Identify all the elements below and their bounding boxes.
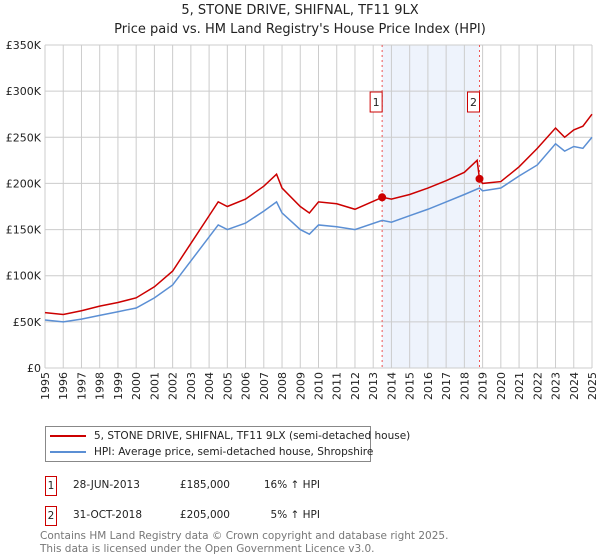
x-tick-label: 2015 <box>404 372 417 400</box>
x-tick-label: 2000 <box>130 372 143 400</box>
x-tick-label: 2021 <box>513 372 526 400</box>
x-tick-label: 2020 <box>495 372 508 400</box>
x-tick-label: 2007 <box>258 372 271 400</box>
chart-subtitle: Price paid vs. HM Land Registry's House … <box>114 22 486 37</box>
x-tick-label: 2002 <box>167 372 180 400</box>
y-tick-label: £200K <box>6 177 42 190</box>
x-tick-label: 2010 <box>313 372 326 400</box>
footer-line-1: Contains HM Land Registry data © Crown c… <box>40 530 449 542</box>
x-tick-label: 2004 <box>203 372 216 400</box>
sale-price: £185,000 <box>179 479 230 491</box>
x-tick-label: 2006 <box>240 372 253 400</box>
y-tick-label: £350K <box>6 39 42 52</box>
y-tick-label: £300K <box>6 85 42 98</box>
sale-date: 28-JUN-2013 <box>73 479 140 491</box>
sale-label: 2 <box>470 96 477 109</box>
sale-row-1: 1 28-JUN-2013 £185,000 16% ↑ HPI <box>45 476 345 496</box>
sale-date: 31-OCT-2018 <box>73 509 142 521</box>
x-tick-label: 2013 <box>367 372 380 400</box>
x-tick-label: 2011 <box>331 372 344 400</box>
series-line <box>44 113 593 316</box>
x-tick-label: 2016 <box>422 372 435 400</box>
x-tick-label: 2022 <box>531 372 544 400</box>
sale-hpi: 5% ↑ HPI <box>270 509 320 521</box>
x-tick-label: 2023 <box>550 372 563 400</box>
sale-label: 1 <box>373 96 380 109</box>
legend-label-hpi: HPI: Average price, semi-detached house,… <box>94 446 374 458</box>
sale-marker-2: 2 <box>45 506 57 526</box>
sale-hpi: 16% ↑ HPI <box>263 479 320 491</box>
x-tick-label: 2025 <box>586 372 599 400</box>
x-tick-label: 2012 <box>349 372 362 400</box>
sale-label-box <box>467 91 481 113</box>
legend: 5, STONE DRIVE, SHIFNAL, TF11 9LX (semi-… <box>45 426 410 462</box>
x-tick-label: 2018 <box>458 372 471 400</box>
x-tick-label: 2005 <box>221 372 234 400</box>
x-tick-label: 1999 <box>112 372 125 400</box>
sale-point <box>378 193 387 202</box>
chart: 1995 1996 1997 1998 1999 2000 2001 2002 2003 2004… <box>6 39 599 400</box>
y-tick-label: £250K <box>6 131 42 144</box>
x-tick-label: 1996 <box>57 372 70 400</box>
x-tick-label: 2024 <box>568 372 581 400</box>
sale-marker-1: 1 <box>45 476 57 496</box>
x-tick-label: 2019 <box>477 372 490 400</box>
x-tick-label: 1998 <box>94 372 107 400</box>
footer-line-2: This data is licensed under the Open Gov… <box>40 542 375 555</box>
series-line <box>44 136 593 323</box>
x-tick-label: 2003 <box>185 372 198 400</box>
sale-price: £205,000 <box>179 509 230 521</box>
x-tick-label: 2009 <box>294 372 307 400</box>
x-tick-label: 2008 <box>276 372 289 400</box>
x-tick-label: 2017 <box>440 372 453 400</box>
y-tick-label: £150K <box>6 224 42 237</box>
y-tick-label: £50K <box>13 316 42 329</box>
x-tick-label: 2014 <box>385 372 398 400</box>
sale-point <box>475 174 484 183</box>
legend-label-property: 5, STONE DRIVE, SHIFNAL, TF11 9LX (semi-… <box>94 430 411 442</box>
sale-label-box <box>369 91 383 113</box>
legend-swatch-property <box>50 435 86 437</box>
sale-row-2: 2 31-OCT-2018 £205,000 5% ↑ HPI <box>45 506 345 526</box>
x-tick-label: 1997 <box>75 372 88 400</box>
y-tick-label: £0 <box>27 362 41 375</box>
y-tick-label: £100K <box>6 270 42 283</box>
x-tick-label: 2001 <box>148 372 161 400</box>
shaded-region <box>382 45 480 368</box>
footer: Contains HM Land Registry data © Crown c… <box>40 530 448 555</box>
chart-title: 5, STONE DRIVE, SHIFNAL, TF11 9LX <box>181 3 419 18</box>
legend-swatch-hpi <box>50 451 86 453</box>
x-tick-label: 1995 <box>39 372 52 400</box>
